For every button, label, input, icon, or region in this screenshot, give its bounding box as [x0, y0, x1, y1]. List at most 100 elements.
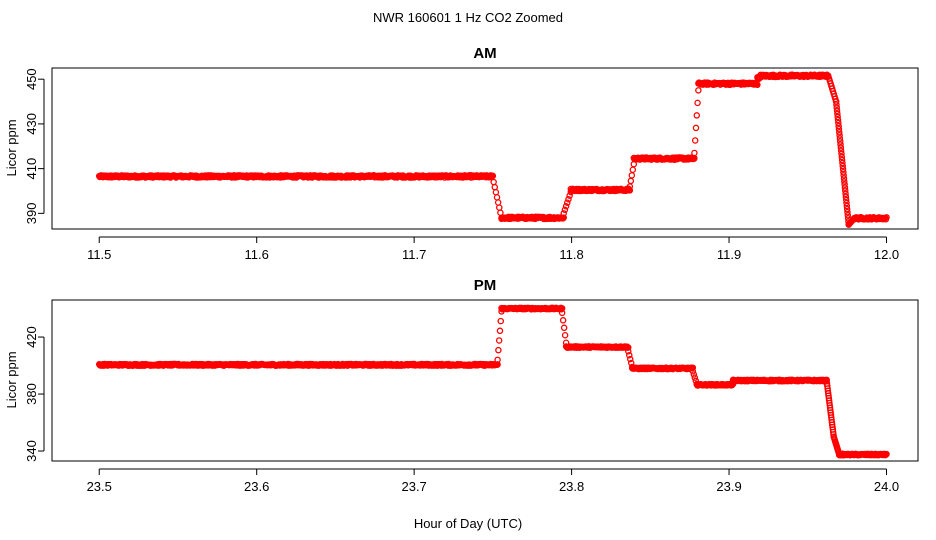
am-y-tick-label: 410 — [24, 158, 39, 180]
am-x-axis: 11.5 11.6 11.7 11.8 11.9 12.0 — [87, 236, 899, 262]
am-data-point — [836, 129, 843, 136]
am-data-point — [840, 169, 847, 176]
am-data-point — [838, 150, 845, 158]
pm-data-point — [495, 346, 502, 354]
pm-data-point — [495, 337, 503, 344]
am-x-tick-label: 11.8 — [559, 247, 583, 262]
am-x-tick-label: 11.7 — [402, 247, 426, 262]
am-data-point — [489, 172, 497, 180]
am-data-point — [836, 132, 843, 139]
pm-data-point — [560, 324, 568, 332]
am-data-point — [833, 107, 841, 115]
pm-x-tick-label: 23.8 — [559, 479, 584, 494]
pm-panel-title: PM — [474, 277, 497, 294]
am-y-tick-label: 390 — [24, 202, 39, 224]
pm-data-point — [625, 348, 632, 355]
am-data-point — [837, 141, 844, 148]
figure-title: NWR 160601 1 Hz CO2 Zoomed — [373, 10, 563, 25]
am-data-point — [694, 99, 701, 107]
am-y-tick-label: 430 — [24, 113, 39, 135]
am-data-point — [844, 208, 851, 216]
am-data-points — [95, 71, 890, 228]
pm-data-point — [562, 339, 570, 346]
pm-data-point — [883, 450, 890, 458]
pm-data-point — [836, 451, 843, 458]
am-data-point — [693, 112, 701, 119]
am-data-point — [838, 156, 846, 164]
pm-data-point — [561, 332, 569, 339]
pm-data-point — [627, 355, 634, 363]
am-data-point — [835, 119, 842, 127]
am-data-point — [567, 188, 575, 196]
pm-plot-frame — [51, 299, 919, 462]
am-data-point — [691, 137, 699, 144]
am-data-point — [692, 124, 700, 132]
am-x-tick-label: 11.5 — [87, 247, 111, 262]
am-data-point — [841, 184, 849, 191]
pm-x-tick-label: 24.0 — [874, 479, 899, 494]
am-y-axis-label: Licor ppm — [4, 119, 19, 176]
pm-data-point — [559, 317, 567, 324]
am-y-tick-label: 450 — [24, 68, 39, 90]
pm-data-point — [628, 363, 636, 371]
pm-data-point — [689, 364, 697, 371]
am-data-point — [883, 214, 890, 221]
pm-x-tick-label: 23.5 — [87, 479, 112, 494]
am-data-point — [626, 187, 634, 194]
pm-x-tick-label: 23.6 — [244, 479, 269, 494]
am-data-point — [834, 110, 841, 118]
am-data-point — [841, 181, 848, 188]
am-data-point — [838, 153, 846, 161]
pm-data-point — [691, 374, 699, 381]
am-data-point — [491, 183, 499, 191]
am-data-point — [627, 177, 635, 185]
pm-x-tick-label: 23.9 — [716, 479, 741, 494]
pm-y-tick-label: 420 — [24, 326, 39, 348]
am-data-point — [498, 214, 505, 222]
am-data-point — [840, 175, 848, 182]
am-data-point — [833, 104, 841, 111]
pm-data-points — [95, 304, 890, 459]
am-data-point — [494, 199, 502, 206]
pm-data-point — [625, 344, 632, 351]
am-data-point — [843, 205, 851, 213]
pm-y-tick-label: 340 — [24, 440, 39, 462]
am-x-tick-label: 12.0 — [874, 247, 899, 262]
am-data-point — [492, 189, 500, 196]
am-data-point — [566, 192, 573, 199]
am-data-point — [497, 209, 504, 216]
pm-y-tick-label: 380 — [24, 383, 39, 405]
pm-data-point — [627, 359, 635, 367]
am-data-point — [628, 172, 636, 179]
pm-data-point — [690, 371, 698, 378]
am-data-point — [843, 202, 851, 210]
am-data-point — [564, 199, 571, 206]
am-data-point — [695, 87, 702, 94]
am-data-point — [839, 159, 846, 167]
am-data-point — [629, 166, 637, 173]
am-data-point — [850, 215, 858, 222]
pm-data-point — [689, 367, 697, 375]
pm-data-point — [558, 305, 566, 312]
am-data-point — [843, 199, 850, 207]
am-data-point — [691, 149, 698, 157]
am-data-point — [832, 98, 840, 105]
am-data-point — [844, 212, 852, 219]
am-data-point — [754, 81, 761, 89]
am-data-point — [842, 196, 850, 204]
pm-y-axis-label: Licor ppm — [4, 351, 19, 408]
am-data-point — [842, 187, 849, 194]
am-data-point — [842, 190, 849, 198]
am-data-point — [836, 135, 844, 142]
am-data-point — [837, 147, 845, 154]
am-x-tick-label: 11.6 — [245, 247, 269, 262]
am-data-point — [493, 194, 501, 201]
pm-data-point — [496, 327, 504, 335]
am-data-point — [836, 138, 844, 145]
am-data-point — [839, 165, 847, 173]
pm-data-point — [494, 356, 501, 364]
am-data-point — [560, 214, 567, 221]
am-panel-title: AM — [473, 45, 496, 62]
am-plot-frame — [51, 67, 919, 230]
